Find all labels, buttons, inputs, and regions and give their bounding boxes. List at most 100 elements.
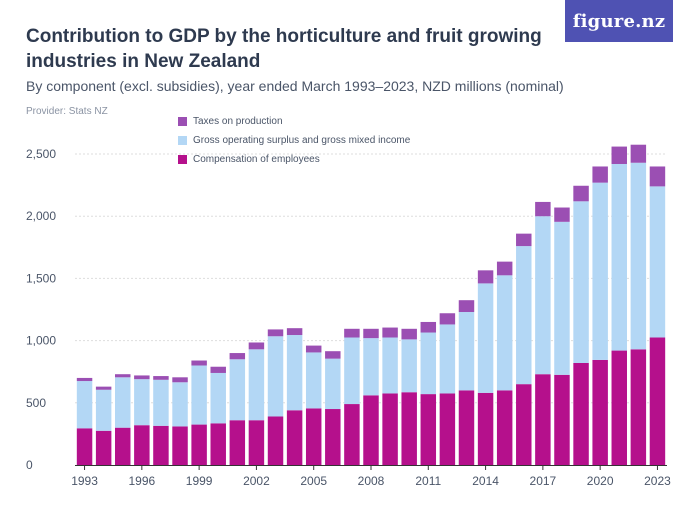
- bar-segment-taxes: [535, 201, 551, 217]
- bar-segment-taxes: [363, 328, 379, 339]
- y-axis-ticks: 0 500 1,000 1,500 2,000 2,500: [26, 147, 56, 472]
- x-tick-label: 2014: [472, 474, 499, 488]
- x-tick-label: 2023: [644, 474, 671, 488]
- y-tick-label: 500: [26, 396, 46, 410]
- bar-segment-gos: [134, 379, 150, 426]
- bar-segment-taxes: [477, 270, 494, 284]
- bar-segment-taxes: [344, 328, 360, 338]
- bar-segment-taxes: [76, 377, 93, 382]
- y-tick-label: 2,500: [26, 147, 56, 161]
- bar-segment-gos: [573, 201, 589, 364]
- legend-item-taxes: Taxes on production: [178, 112, 410, 131]
- bar-segment-taxes: [439, 313, 456, 325]
- bar-segment-taxes: [172, 377, 188, 383]
- x-tick-label: 2017: [530, 474, 557, 488]
- bar-segment-compensation: [210, 423, 226, 465]
- bar-segment-compensation: [191, 424, 207, 465]
- bar-segment-taxes: [267, 329, 284, 337]
- x-tick-label: 1999: [186, 474, 213, 488]
- x-tick-label: 2011: [415, 474, 441, 488]
- bar-segment-taxes: [554, 207, 570, 222]
- bars-group: [76, 144, 666, 465]
- bar-segment-gos: [401, 339, 417, 393]
- x-tick-label: 1996: [128, 474, 155, 488]
- bar-segment-compensation: [229, 420, 246, 465]
- bar-segment-gos: [286, 335, 303, 411]
- bar-segment-compensation: [516, 384, 532, 465]
- bar-segment-compensation: [496, 390, 513, 465]
- bar-segment-compensation: [172, 426, 188, 465]
- legend-swatch-taxes: [178, 117, 187, 126]
- bar-segment-gos: [210, 372, 226, 424]
- bar-segment-compensation: [363, 395, 379, 465]
- bar-segment-compensation: [267, 416, 284, 465]
- bar-segment-compensation: [611, 350, 627, 465]
- bar-segment-gos: [592, 182, 608, 360]
- bar-segment-taxes: [229, 353, 246, 360]
- bar-segment-compensation: [305, 408, 322, 465]
- bar-segment-compensation: [95, 430, 112, 465]
- bar-segment-taxes: [630, 144, 647, 163]
- bar-segment-gos: [630, 162, 647, 350]
- bar-segment-compensation: [554, 374, 570, 465]
- bar-segment-compensation: [382, 393, 398, 465]
- bar-segment-taxes: [458, 300, 475, 313]
- figure-nz-logo[interactable]: figure.nz: [565, 0, 673, 42]
- bar-segment-compensation: [592, 359, 608, 465]
- bar-segment-taxes: [191, 360, 207, 366]
- bar-segment-gos: [363, 338, 379, 396]
- y-tick-label: 1,000: [26, 334, 56, 348]
- bar-segment-taxes: [210, 366, 226, 373]
- chart-legend: Taxes on production Gross operating surp…: [178, 112, 410, 169]
- legend-swatch-compensation: [178, 155, 187, 164]
- bar-segment-gos: [305, 352, 322, 409]
- legend-label-taxes: Taxes on production: [193, 116, 283, 127]
- bar-segment-taxes: [516, 233, 532, 247]
- bar-segment-compensation: [439, 393, 456, 465]
- bar-segment-gos: [267, 336, 284, 417]
- bar-segment-compensation: [248, 420, 265, 465]
- y-tick-label: 0: [26, 458, 33, 472]
- provider-label: Provider: Stats NZ: [26, 106, 108, 117]
- chart-subtitle: By component (excl. subsidies), year end…: [26, 78, 564, 94]
- bar-segment-compensation: [76, 428, 93, 465]
- bar-segment-gos: [325, 358, 341, 410]
- y-tick-label: 2,000: [26, 209, 56, 223]
- bar-segment-gos: [76, 381, 93, 429]
- bar-segment-compensation: [153, 425, 169, 465]
- bar-segment-taxes: [325, 351, 341, 359]
- bar-segment-gos: [95, 389, 112, 431]
- chart-title: Contribution to GDP by the horticulture …: [26, 26, 542, 72]
- bar-segment-gos: [477, 283, 494, 393]
- bar-segment-gos: [344, 337, 360, 405]
- bar-segment-gos: [554, 221, 570, 375]
- bar-segment-compensation: [325, 409, 341, 465]
- bar-segment-compensation: [344, 404, 360, 465]
- x-axis-ticks: 1993 1996 1999 2002 2005 2008 2011 2014 2017 2020…: [71, 465, 671, 488]
- bar-segment-gos: [382, 337, 398, 394]
- bar-segment-compensation: [401, 392, 417, 465]
- bar-segment-gos: [535, 216, 551, 375]
- bar-segment-taxes: [115, 374, 131, 378]
- bar-segment-gos: [153, 379, 169, 426]
- bar-segment-taxes: [649, 166, 666, 187]
- bar-segment-gos: [458, 312, 475, 391]
- legend-label-gos: Gross operating surplus and gross mixed …: [193, 135, 411, 146]
- x-tick-label: 2020: [587, 474, 614, 488]
- bar-segment-taxes: [134, 375, 150, 380]
- bar-segment-gos: [439, 324, 456, 394]
- y-tick-label: 1,500: [26, 271, 56, 285]
- bar-segment-compensation: [649, 337, 666, 465]
- legend-item-compensation: Compensation of employees: [178, 150, 410, 169]
- x-tick-label: 2002: [243, 474, 270, 488]
- bar-segment-compensation: [535, 374, 551, 465]
- bar-segment-gos: [611, 163, 627, 351]
- bar-segment-taxes: [305, 345, 322, 353]
- bar-segment-compensation: [420, 394, 437, 465]
- bar-segment-compensation: [115, 427, 131, 465]
- legend-item-gos: Gross operating surplus and gross mixed …: [178, 131, 410, 150]
- bar-segment-taxes: [573, 185, 589, 202]
- bar-segment-gos: [172, 382, 188, 427]
- legend-swatch-gos: [178, 136, 187, 145]
